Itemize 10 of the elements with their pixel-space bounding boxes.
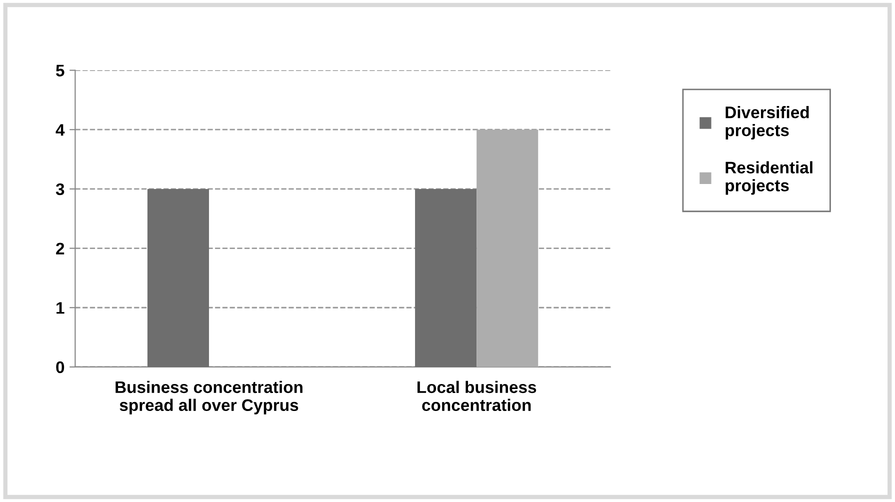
x-tick-label: Business concentration spread all over Cyprus xyxy=(116,380,302,414)
y-tick-label: 0 xyxy=(56,361,64,374)
y-tick-label: 4 xyxy=(56,124,65,136)
y-tick-label: 1 xyxy=(56,302,64,314)
legend-label: Diversified projects xyxy=(726,106,809,140)
y-tick-label: 3 xyxy=(56,183,64,196)
y-tick-label: 2 xyxy=(56,242,64,254)
x-tick-label: Local business concentration xyxy=(418,380,536,412)
y-tick-label: 5 xyxy=(56,64,64,76)
legend-label: Residential projects xyxy=(726,161,812,195)
